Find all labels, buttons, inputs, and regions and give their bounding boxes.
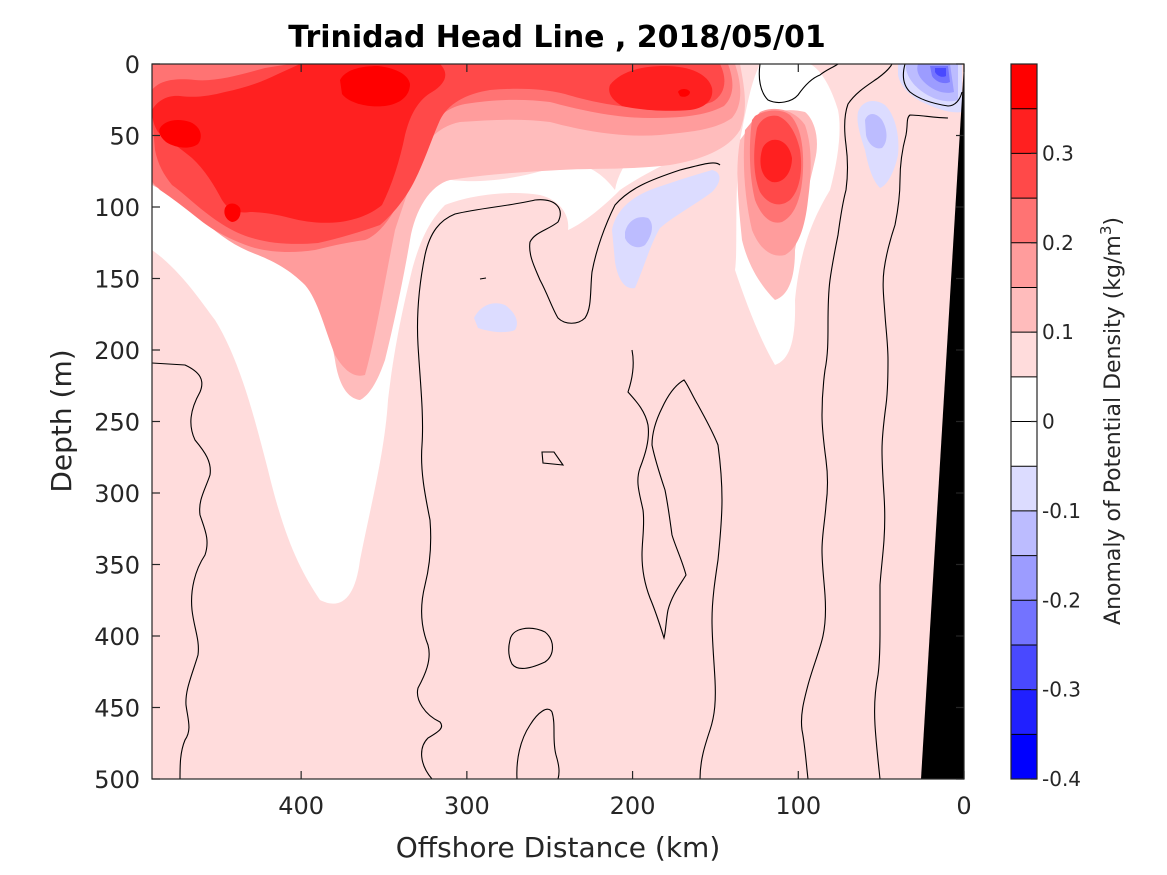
x-tick-label: 100 bbox=[775, 792, 821, 820]
contour-fill-neg-0-10-a bbox=[625, 217, 652, 248]
contour-fill-neg-0-05-b bbox=[474, 303, 517, 333]
zero-contour-line bbox=[902, 64, 963, 107]
colorbar-tick-label: -0.3 bbox=[1042, 678, 1081, 702]
colorbar-tick-label: -0.2 bbox=[1042, 588, 1081, 612]
contour-fill-0-35 bbox=[340, 66, 410, 107]
x-tick-label: 200 bbox=[610, 792, 656, 820]
colorbar-tick-label: 0.2 bbox=[1042, 231, 1074, 255]
y-tick-label: 450 bbox=[94, 695, 140, 723]
y-tick-label: 400 bbox=[94, 623, 140, 651]
zero-contour-line bbox=[758, 64, 839, 104]
colorbar-label-superscript: 3 bbox=[1097, 226, 1115, 236]
y-tick-label: 50 bbox=[109, 123, 140, 151]
y-axis: 0 50 100 150 200 250 300 350 400 450 500 bbox=[94, 51, 964, 794]
zero-contour-line bbox=[152, 362, 211, 779]
zero-contour-line bbox=[627, 349, 723, 779]
colorbar-tick-label: -0.1 bbox=[1042, 499, 1081, 523]
colorbar-swatch bbox=[1011, 421, 1037, 467]
x-axis-label: Offshore Distance (km) bbox=[396, 831, 721, 864]
zero-contour-line bbox=[800, 64, 893, 779]
chart-title: Trinidad Head Line , 2018/05/01 bbox=[288, 20, 825, 55]
colorbar-tick-label: 0.3 bbox=[1042, 141, 1074, 165]
colorbar-swatch bbox=[1011, 600, 1037, 645]
colorbar-swatch bbox=[1011, 108, 1037, 154]
y-tick-label: 0 bbox=[125, 51, 140, 79]
y-tick-label: 150 bbox=[94, 266, 140, 294]
colorbar-swatch bbox=[1011, 153, 1037, 199]
plot-area bbox=[152, 64, 964, 779]
zero-contour-line bbox=[416, 162, 721, 779]
zero-contour-line bbox=[479, 277, 487, 280]
zero-contour-line bbox=[541, 451, 565, 466]
colorbar-swatch bbox=[1011, 287, 1037, 333]
contour-fill-tiny-0-35 bbox=[678, 89, 690, 97]
colorbar-label-end: ) bbox=[1101, 217, 1126, 226]
contour-fill-nearshore-streak-b bbox=[918, 123, 937, 263]
x-tick-label: 300 bbox=[444, 792, 490, 820]
colorbar-swatch bbox=[1011, 198, 1037, 243]
colorbar-swatch bbox=[1011, 466, 1037, 511]
y-tick-label: 300 bbox=[94, 480, 140, 508]
contour-fill-nearshore-streak-d bbox=[912, 645, 921, 659]
colorbar-tick-label: -0.4 bbox=[1042, 767, 1081, 791]
zero-contour-line bbox=[516, 708, 560, 779]
y-tick-label: 350 bbox=[94, 552, 140, 580]
contour-fill-mid-0-35 bbox=[224, 203, 241, 222]
colorbar-swatch bbox=[1011, 644, 1037, 690]
contour-fill-nearshore-streak-a bbox=[911, 373, 931, 441]
colorbar-swatch bbox=[1011, 332, 1037, 377]
contour-fill-neg-0-05-a bbox=[612, 170, 720, 289]
contour-fill-upper-0-30 bbox=[609, 66, 713, 111]
contour-fill-core-0-30 bbox=[262, 177, 301, 206]
colorbar-swatch bbox=[1011, 555, 1037, 601]
colorbar-tick-label: 0 bbox=[1042, 410, 1055, 434]
colorbar-swatch bbox=[1011, 376, 1037, 422]
y-tick-label: 100 bbox=[94, 194, 140, 222]
colorbar-ticks: 0.3 0.2 0.1 0 -0.1 -0.2 -0.3 -0.4 bbox=[1031, 141, 1081, 791]
colorbar bbox=[1011, 64, 1037, 779]
x-tick-label: 0 bbox=[956, 792, 971, 820]
contour-fill-nearshore-0-30 bbox=[760, 139, 792, 183]
y-axis-label: Depth (m) bbox=[45, 349, 78, 492]
colorbar-tick-label: 0.1 bbox=[1042, 320, 1074, 344]
y-tick-label: 500 bbox=[94, 766, 140, 794]
contour-fill-0-05 bbox=[152, 64, 964, 779]
colorbar-swatch bbox=[1011, 689, 1037, 735]
zero-contours bbox=[152, 64, 963, 779]
colorbar-label-main: Anomaly of Potential Density (kg/m bbox=[1101, 235, 1126, 625]
colorbar-swatch bbox=[1011, 242, 1037, 288]
y-tick-label: 200 bbox=[94, 337, 140, 365]
colorbar-label: Anomaly of Potential Density (kg/m3) bbox=[1097, 217, 1126, 625]
contour-fill-upper-0-35 bbox=[159, 120, 201, 148]
x-axis: 400 300 200 100 0 bbox=[278, 64, 972, 820]
colorbar-swatch bbox=[1011, 510, 1037, 556]
contour-fill-neg-0-25-d bbox=[935, 68, 946, 77]
zero-contour-line bbox=[874, 114, 949, 779]
x-tick-label: 400 bbox=[278, 792, 324, 820]
land-mask bbox=[921, 64, 964, 779]
zero-contour-line bbox=[508, 627, 554, 670]
contour-fill-neg-0-10-c bbox=[865, 114, 887, 149]
y-tick-label: 250 bbox=[94, 409, 140, 437]
colorbar-swatch bbox=[1011, 64, 1037, 109]
contour-fill-nearshore-streak-c bbox=[911, 686, 920, 732]
colorbar-swatch bbox=[1011, 734, 1037, 779]
